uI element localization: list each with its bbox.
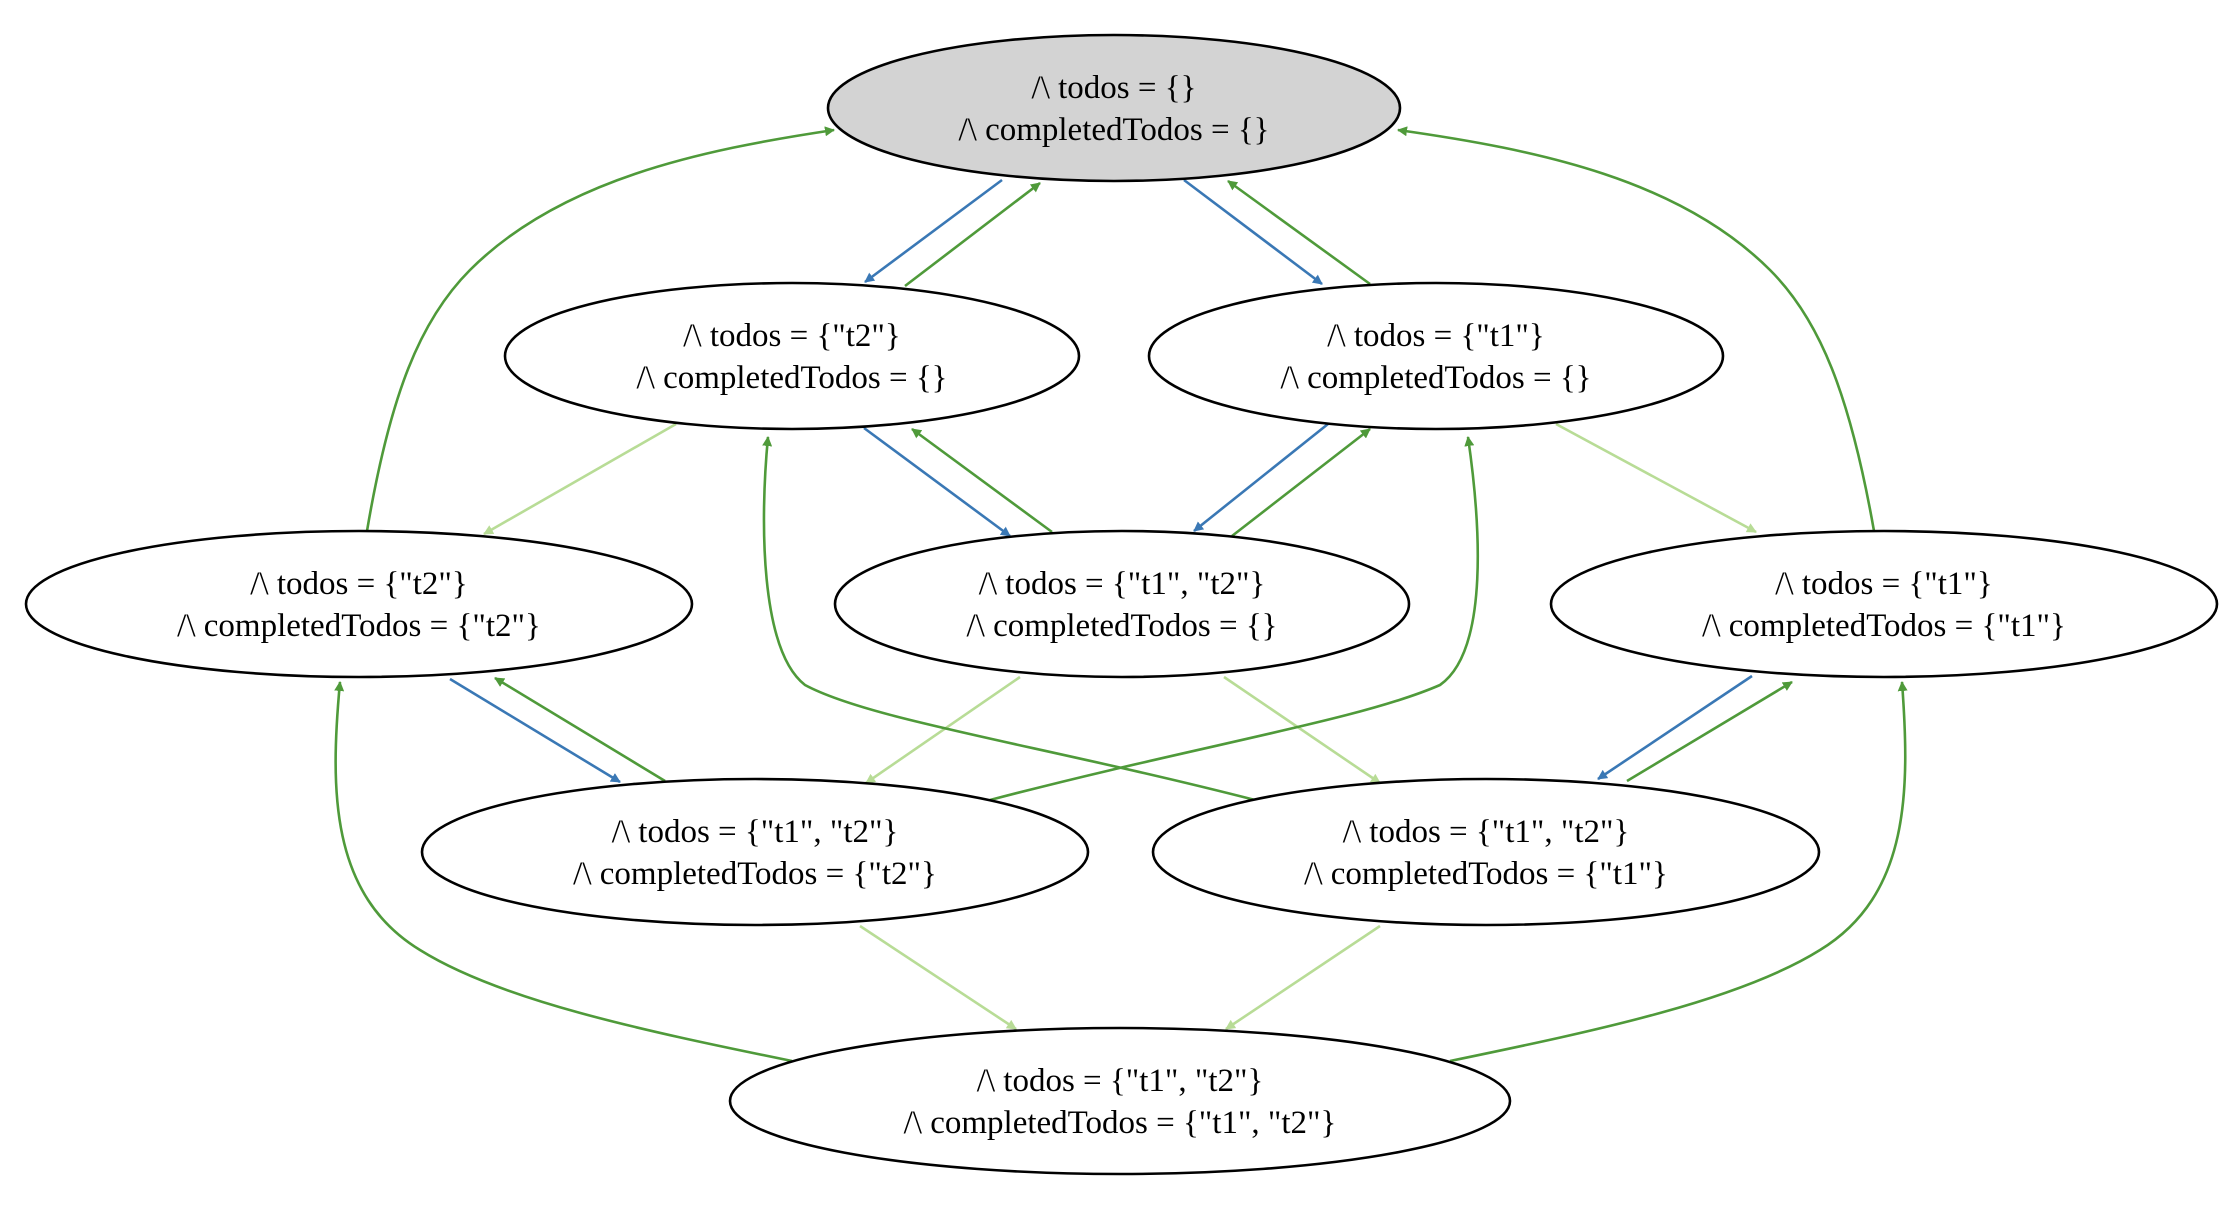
- state-completed-todos-label: /\ completedTodos = {"t2"}: [177, 608, 541, 644]
- edge-s_t2_c2-to-s_t12_c2: [449, 677, 621, 784]
- edge-s_t12-to-s_t2: [911, 427, 1053, 534]
- state-node-s_t2_c2: /\ todos = {"t2"} /\ completedTodos = {"t…: [24, 529, 694, 679]
- state-node-s_t2: /\ todos = {"t2"} /\ completedTodos = {}: [503, 281, 1081, 431]
- state-completed-todos-label: /\ completedTodos = {"t2"}: [573, 856, 937, 892]
- state-completed-todos-label: /\ completedTodos = {}: [1280, 360, 1591, 396]
- state-node-s_t12: /\ todos = {"t1", "t2"} /\ completedTodos…: [833, 529, 1411, 679]
- state-todos-label: /\ todos = {"t1", "t2"}: [612, 814, 899, 850]
- state-todos-label: /\ todos = {"t1", "t2"}: [977, 1063, 1264, 1099]
- state-ellipse: [24, 529, 694, 679]
- state-ellipse: [420, 777, 1090, 927]
- state-node-s_t12_c1: /\ todos = {"t1", "t2"} /\ completedTodos…: [1151, 777, 1821, 927]
- state-node-s_t12_c12: /\ todos = {"t1", "t2"} /\ completedTodos…: [728, 1026, 1512, 1176]
- edge-s_t1-to-s_t1_c1: [1555, 422, 1757, 534]
- edge-s_t12_c2-to-s_t1: [989, 436, 1480, 802]
- edge-s_t1-to-s0: [1227, 179, 1371, 286]
- state-completed-todos-label: /\ completedTodos = {"t1"}: [1304, 856, 1668, 892]
- state-ellipse: [833, 529, 1411, 679]
- edge-s_t1_c1-to-s_t12_c1: [1597, 674, 1753, 781]
- edge-s_t1-to-s_t12: [1193, 422, 1329, 533]
- state-todos-label: /\ todos = {}: [1032, 70, 1197, 106]
- edge-s_t2-to-s_t2_c2: [483, 422, 677, 536]
- state-completed-todos-label: /\ completedTodos = {"t1"}: [1702, 608, 2066, 644]
- edge-s_t12_c2-to-s_t12_c12: [859, 924, 1017, 1031]
- state-completed-todos-label: /\ completedTodos = {}: [636, 360, 947, 396]
- state-completed-todos-label: /\ completedTodos = {}: [966, 608, 1277, 644]
- state-completed-todos-label: /\ completedTodos = {"t1", "t2"}: [904, 1105, 1337, 1141]
- edges-layer: [334, 126, 1908, 1063]
- state-ellipse: [1147, 281, 1725, 431]
- edge-s_t12_c1-to-s_t2: [762, 436, 1256, 802]
- state-todos-label: /\ todos = {"t2"}: [683, 318, 901, 354]
- state-node-s0: /\ todos = {} /\ completedTodos = {}: [826, 33, 1402, 183]
- edge-s_t1_c1-to-s0: [1397, 126, 1876, 532]
- edge-s0-to-s_t1: [1183, 178, 1323, 286]
- state-node-s_t12_c2: /\ todos = {"t1", "t2"} /\ completedTodos…: [420, 777, 1090, 927]
- edge-s_t2-to-s_t12: [863, 426, 1011, 538]
- state-todos-label: /\ todos = {"t1", "t2"}: [1343, 814, 1630, 850]
- edge-s_t12-to-s_t12_c2: [865, 675, 1021, 785]
- edge-s_t12_c1-to-s_t12_c12: [1225, 924, 1381, 1031]
- edge-s_t2-to-s0: [904, 181, 1041, 288]
- edge-s_t12-to-s_t12_c1: [1223, 675, 1381, 785]
- state-completed-todos-label: /\ completedTodos = {}: [958, 112, 1269, 148]
- nodes-layer: /\ todos = {}/\ completedTodos = {}/\ to…: [24, 33, 2219, 1176]
- state-ellipse: [1151, 777, 1821, 927]
- edge-s_t12_c1-to-s_t1_c1: [1626, 680, 1793, 783]
- state-todos-label: /\ todos = {"t1"}: [1775, 566, 1993, 602]
- state-todos-label: /\ todos = {"t1", "t2"}: [979, 566, 1266, 602]
- edge-s_t12_c12-to-s_t1_c1: [1449, 681, 1908, 1063]
- edge-s_t12_c2-to-s_t2_c2: [494, 676, 666, 783]
- edge-s_t12_c12-to-s_t2_c2: [334, 681, 793, 1063]
- edge-s_t12-to-s_t1: [1231, 427, 1371, 538]
- edge-s_t2_c2-to-s0: [365, 126, 835, 532]
- state-ellipse: [1549, 529, 2219, 679]
- state-node-s_t1: /\ todos = {"t1"} /\ completedTodos = {}: [1147, 281, 1725, 431]
- state-ellipse: [503, 281, 1081, 431]
- state-todos-label: /\ todos = {"t1"}: [1327, 318, 1545, 354]
- edge-s0-to-s_t2: [864, 178, 1003, 284]
- initial-state-ellipse: [826, 33, 1402, 183]
- state-ellipse: [728, 1026, 1512, 1176]
- state-node-s_t1_c1: /\ todos = {"t1"} /\ completedTodos = {"t…: [1549, 529, 2219, 679]
- state-todos-label: /\ todos = {"t2"}: [250, 566, 468, 602]
